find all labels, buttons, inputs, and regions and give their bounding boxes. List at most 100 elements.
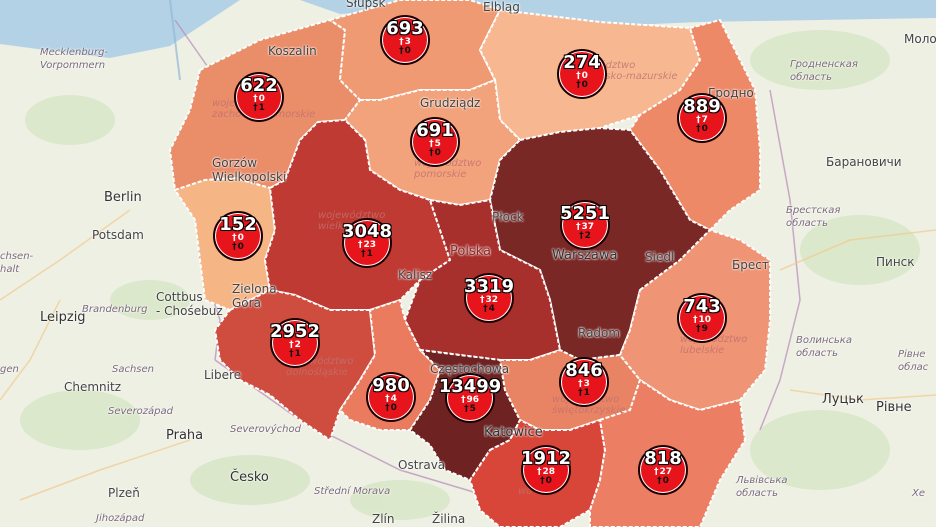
marker-pomorskie[interactable]: 693 † 3 † 0 — [380, 15, 430, 65]
place-leipzig: Leipzig — [40, 310, 86, 325]
place-brest: Брест — [732, 258, 769, 272]
deaths-count: † 27 — [653, 467, 673, 477]
cross-icon: † — [289, 340, 294, 350]
marker-dolnoslaskie[interactable]: 2952 † 2 † 1 — [270, 318, 320, 368]
recovered-count: † 0 — [696, 124, 708, 134]
place-warszawa: Warszawa — [552, 248, 618, 263]
cross-icon: † — [399, 37, 404, 47]
marker-lodzkie[interactable]: 3319 † 32 † 4 — [464, 273, 514, 323]
cross-icon: † — [429, 148, 434, 158]
cross-icon: † — [578, 388, 583, 398]
place-cesko: Česko — [230, 470, 269, 485]
place-severozapad-region: Severozápad — [108, 406, 173, 417]
cross-icon: † — [579, 231, 584, 241]
place-severovychod-region: Severovýchod — [230, 424, 301, 435]
cross-icon: † — [385, 403, 390, 413]
deaths-count: † 23 — [357, 240, 377, 250]
marker-slaskie[interactable]: 13499 † 96 † 5 — [439, 373, 501, 423]
cross-icon: † — [692, 315, 698, 325]
place-strednimorava-region: Střední Morava — [314, 486, 391, 497]
cross-icon: † — [657, 476, 662, 486]
place-lvivska-region: Львівська область — [736, 475, 788, 499]
place-praha: Praha — [166, 428, 204, 443]
cross-icon: † — [289, 349, 294, 359]
marker-kujawsko-pomorskie[interactable]: 691 † 5 † 0 — [410, 117, 460, 167]
cross-icon: † — [540, 476, 545, 486]
region-label-dolnoslaskie: województwo dolnośląskie — [286, 356, 354, 378]
recovered-count: † 0 — [385, 403, 397, 413]
place-he: Хе — [912, 488, 926, 499]
recovered-count: † 0 — [657, 476, 669, 486]
place-grudziadz: Grudziądz — [420, 96, 481, 110]
place-katowice: Katowice — [484, 425, 543, 440]
cross-icon: † — [575, 222, 581, 232]
place-baranovichi: Барановичи — [826, 155, 902, 169]
place-kalisz: Kalisz — [398, 268, 433, 282]
deaths-count: † 10 — [692, 315, 712, 325]
recovered-count: † 9 — [696, 324, 708, 334]
place-grodnenskaya-region: Гродненская область — [790, 59, 858, 83]
deaths-count: † 32 — [479, 295, 499, 305]
cross-icon: † — [460, 395, 466, 405]
cross-icon: † — [696, 324, 701, 334]
marker-opolskie[interactable]: 980 † 4 † 0 — [366, 372, 416, 422]
marker-zachodniopomorskie[interactable]: 622 † 0 † 1 — [234, 72, 284, 122]
cross-icon: † — [361, 249, 366, 259]
marker-wielkopolskie[interactable]: 3048 † 23 † 1 — [342, 218, 392, 268]
deaths-count: † 96 — [460, 395, 480, 405]
recovered-count: † 0 — [429, 148, 441, 158]
place-czestochowa: Częstochowa — [430, 362, 510, 376]
cross-icon: † — [399, 46, 404, 56]
place-rivnenska-region: Рівне облас — [898, 349, 929, 373]
cross-icon: † — [253, 94, 258, 104]
place-plock: Płock — [492, 210, 524, 224]
cross-icon: † — [232, 233, 237, 243]
marker-mazowieckie[interactable]: 5251 † 37 † 2 — [560, 200, 610, 250]
deaths-count: † 2 — [289, 340, 301, 350]
deaths-count: † 3 — [399, 37, 411, 47]
place-mecklenburg-region: Mecklenburg- Vorpommern — [40, 47, 109, 71]
deaths-count: † 0 — [232, 233, 244, 243]
deaths-count: † 5 — [429, 139, 441, 149]
marker-swietokrzyskie[interactable]: 846 † 3 † 1 — [559, 357, 609, 407]
place-cottbus: Cottbus - Chośebuz — [156, 290, 223, 318]
cross-icon: † — [576, 71, 581, 81]
cross-icon: † — [653, 467, 659, 477]
marker-lubelskie[interactable]: 743 † 10 † 9 — [677, 293, 727, 343]
place-ostrava: Ostrava — [398, 458, 446, 472]
deaths-count: † 4 — [385, 394, 397, 404]
baltic-sea — [0, 0, 936, 58]
place-brandenburg-region: Brandenburg — [82, 304, 148, 315]
recovered-count: † 0 — [232, 242, 244, 252]
marker-podkarpackie[interactable]: 818 † 27 † 0 — [638, 445, 688, 495]
cross-icon: † — [253, 103, 258, 113]
deaths-count: † 7 — [696, 115, 708, 125]
place-gorzow: Gorzów Wielkopolski — [212, 156, 287, 184]
recovered-count: † 1 — [253, 103, 265, 113]
cross-icon: † — [464, 404, 469, 414]
cross-icon: † — [536, 467, 542, 477]
cross-icon: † — [429, 139, 434, 149]
place-potsdam: Potsdam — [92, 228, 144, 242]
cross-icon: † — [576, 80, 581, 90]
place-brestskaya-region: Брестская область — [786, 205, 841, 229]
marker-malopolskie[interactable]: 1912 † 28 † 0 — [521, 445, 571, 495]
marker-lubuskie[interactable]: 152 † 0 † 0 — [213, 211, 263, 261]
cross-icon: † — [696, 115, 701, 125]
recovered-count: † 0 — [576, 80, 588, 90]
marker-podlaskie[interactable]: 889 † 7 † 0 — [677, 93, 727, 143]
marker-warminsko-mazurskie[interactable]: 274 † 0 † 0 — [557, 49, 607, 99]
place-elblag: Elbląg — [483, 0, 520, 14]
place-slupsk: Słupsk — [346, 0, 386, 10]
place-koszalin: Koszalin — [268, 44, 317, 58]
place-siedlce: Siedl — [645, 250, 675, 264]
place-radom: Radom — [578, 326, 621, 340]
recovered-count: † 4 — [483, 304, 495, 314]
region-wielkopolskie — [264, 119, 451, 311]
deaths-count: † 37 — [575, 222, 595, 232]
deaths-count: † 28 — [536, 467, 556, 477]
region-label-malopolskie: wo — [518, 486, 533, 497]
recovered-count: † 5 — [464, 404, 476, 414]
place-rivne: Рівне — [876, 400, 912, 415]
